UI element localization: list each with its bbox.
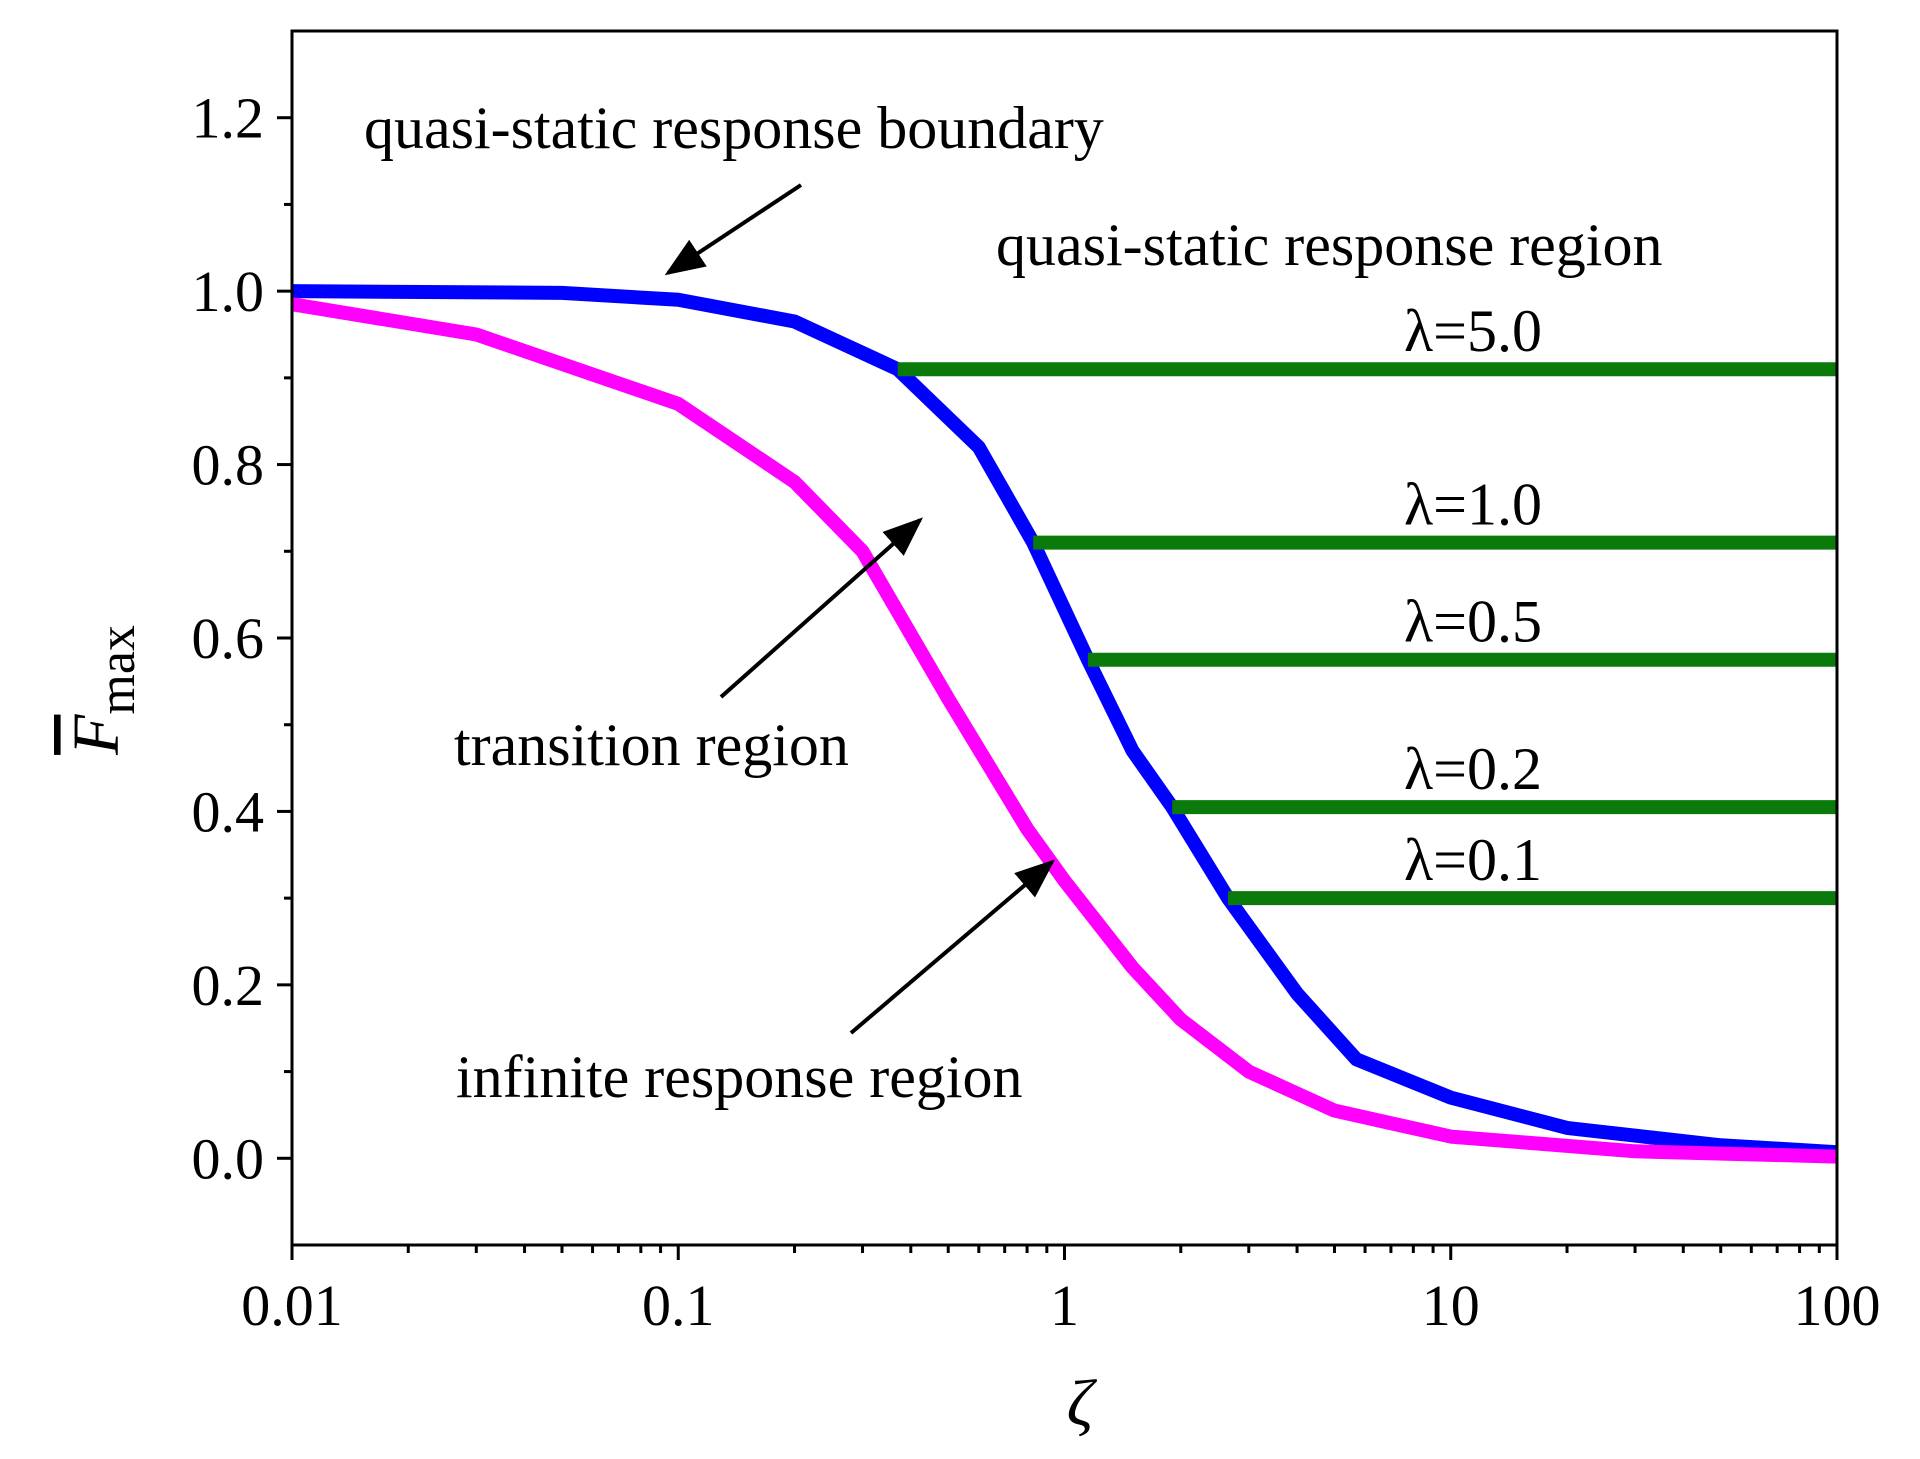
y-tick-label: 1.2	[192, 86, 265, 151]
arrow	[719, 517, 923, 699]
x-tick-label: 100	[1794, 1273, 1881, 1338]
series-label: λ=0.2	[1404, 736, 1542, 802]
annotation: transition region	[454, 712, 849, 778]
y-tick-label: 0.4	[192, 779, 265, 844]
y-label-sub: max	[89, 625, 146, 715]
y-tick-label: 0.6	[192, 606, 265, 671]
series-line	[291, 284, 1838, 1160]
y-tick-label: 0.0	[192, 1126, 265, 1191]
plot-area	[290, 284, 1838, 1164]
x-tick-label: 10	[1422, 1273, 1480, 1338]
y-tick-label: 0.2	[192, 953, 265, 1018]
y-tick-label: 1.0	[192, 259, 265, 324]
x-tick-label: 0.01	[241, 1273, 343, 1338]
series-line	[290, 297, 1838, 1164]
arrow	[849, 859, 1056, 1035]
series-label: λ=0.5	[1404, 589, 1542, 655]
series-label: λ=0.1	[1404, 827, 1542, 893]
x-tick-label: 0.1	[642, 1273, 715, 1338]
annotation: quasi-static response boundary	[364, 95, 1104, 161]
annotation: quasi-static response region	[996, 212, 1662, 278]
y-axis-label-group: Fmax	[60, 625, 146, 756]
series-label: λ=1.0	[1404, 472, 1542, 538]
y-tick-label: 0.8	[192, 433, 265, 498]
series-label: λ=5.0	[1404, 298, 1542, 364]
y-axis-label: Fmax	[60, 625, 146, 756]
x-tick-label: 1	[1050, 1273, 1079, 1338]
x-axis-label: ζ	[1067, 1367, 1098, 1440]
y-label-main: F	[60, 714, 133, 756]
annotation: infinite response region	[456, 1044, 1023, 1110]
arrow	[664, 183, 803, 276]
